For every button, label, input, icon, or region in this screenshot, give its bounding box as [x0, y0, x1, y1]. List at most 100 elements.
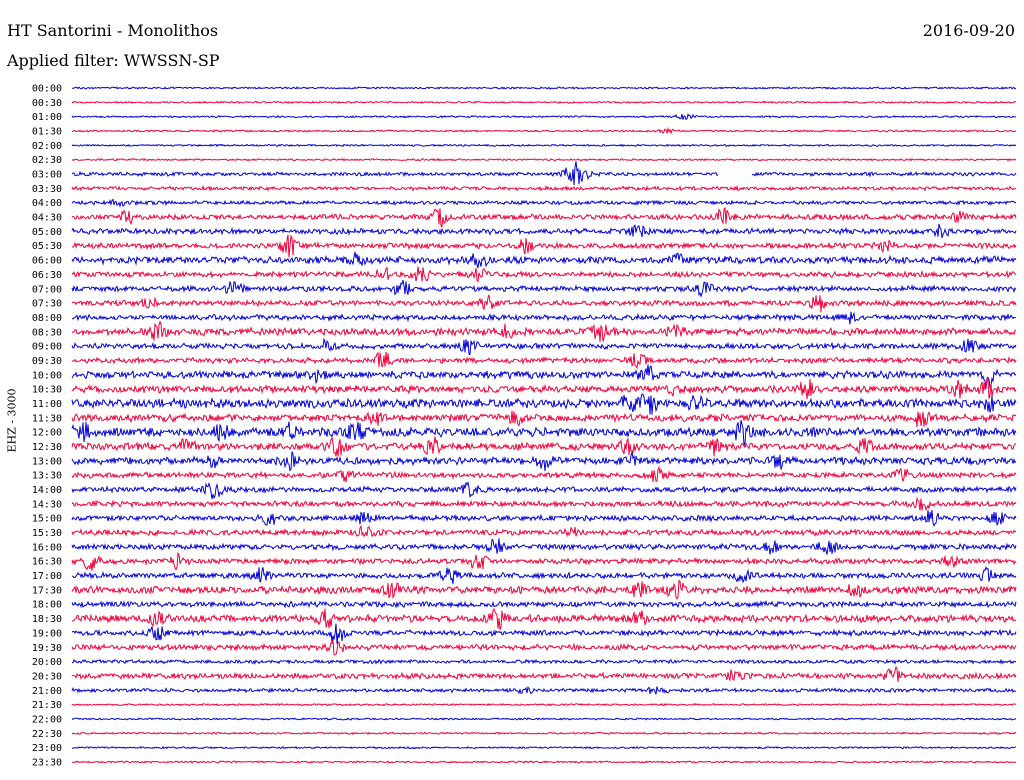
- time-label: 18:30: [32, 614, 62, 625]
- trace-line: [71, 223, 1017, 238]
- trace-line: [71, 393, 1017, 415]
- record-date: 2016-09-20: [922, 21, 1015, 40]
- time-label: 04:30: [32, 213, 62, 224]
- trace-line: [71, 745, 1017, 750]
- time-label: 06:00: [32, 256, 62, 267]
- trace-line: [71, 496, 1017, 512]
- trace-line: [71, 639, 1017, 656]
- time-label: 14:30: [32, 499, 62, 510]
- time-label: 21:30: [32, 700, 62, 711]
- trace-line: [71, 566, 1017, 584]
- trace-line: [71, 311, 1017, 325]
- time-label: 12:00: [32, 428, 62, 439]
- trace-line: [71, 198, 1017, 208]
- time-label: 01:00: [32, 112, 62, 123]
- trace-line: [71, 251, 1017, 269]
- trace-line: [71, 320, 1017, 343]
- time-label: 02:00: [32, 141, 62, 152]
- time-label: 03:30: [32, 184, 62, 195]
- trace-line: [71, 410, 1017, 427]
- time-label: 01:30: [32, 127, 62, 138]
- trace-line: [71, 623, 1017, 644]
- time-label: 13:30: [32, 471, 62, 482]
- time-label: 16:30: [32, 557, 62, 568]
- trace-line: [71, 377, 1017, 399]
- time-label: 14:00: [32, 485, 62, 496]
- trace-line: [71, 294, 1017, 313]
- trace-line: [71, 157, 1017, 162]
- trace-line: [71, 337, 1017, 356]
- trace-line: [71, 184, 1017, 192]
- time-label: 03:00: [32, 170, 62, 181]
- trace-line: [71, 279, 1017, 298]
- time-label: 17:00: [32, 571, 62, 582]
- station-title: HT Santorini - Monolithos: [7, 21, 219, 40]
- trace-line: [71, 161, 1017, 186]
- time-label: 16:00: [32, 542, 62, 553]
- trace-line: [71, 686, 1017, 695]
- trace-line: [71, 731, 1017, 736]
- time-label: 18:00: [32, 600, 62, 611]
- time-label: 02:30: [32, 155, 62, 166]
- trace-line: [71, 717, 1017, 721]
- time-label: 19:30: [32, 643, 62, 654]
- time-label: 15:30: [32, 528, 62, 539]
- time-label: 19:00: [32, 628, 62, 639]
- time-label: 23:00: [32, 743, 62, 754]
- trace-line: [71, 364, 1017, 390]
- time-label: 22:30: [32, 729, 62, 740]
- trace-line: [71, 436, 1017, 457]
- time-label: 17:30: [32, 585, 62, 596]
- time-label: 00:00: [32, 84, 62, 95]
- trace-line: [71, 143, 1017, 148]
- time-label: 13:00: [32, 456, 62, 467]
- time-label: 00:30: [32, 98, 62, 109]
- trace-line: [71, 538, 1017, 555]
- trace-line: [71, 234, 1017, 258]
- trace-line: [71, 579, 1017, 600]
- filter-label: Applied filter: WWSSN-SP: [7, 51, 220, 70]
- time-label: 08:30: [32, 327, 62, 338]
- trace-line: [71, 419, 1017, 447]
- trace-line: [71, 465, 1017, 483]
- trace-line: [71, 113, 1017, 121]
- trace-line: [71, 524, 1017, 538]
- time-label: 10:00: [32, 370, 62, 381]
- trace-line: [71, 658, 1017, 665]
- time-label: 20:00: [32, 657, 62, 668]
- trace-line: [71, 480, 1017, 500]
- trace-line: [71, 509, 1017, 527]
- time-label: 12:30: [32, 442, 62, 453]
- time-label: 05:30: [32, 241, 62, 252]
- time-label: 06:30: [32, 270, 62, 281]
- time-label: 07:00: [32, 284, 62, 295]
- trace-line: [71, 599, 1017, 609]
- trace-line: [71, 100, 1017, 105]
- time-label: 09:00: [32, 342, 62, 353]
- time-label: 05:00: [32, 227, 62, 238]
- trace-line: [71, 266, 1017, 283]
- trace-line: [71, 86, 1017, 90]
- trace-line: [71, 702, 1016, 707]
- time-label: 10:30: [32, 385, 62, 396]
- trace-line: [71, 351, 1017, 370]
- time-label: 09:30: [32, 356, 62, 367]
- trace-line: [71, 207, 1017, 228]
- time-label: 04:00: [32, 198, 62, 209]
- time-label: 20:30: [32, 671, 62, 682]
- time-label: 15:00: [32, 514, 62, 525]
- trace-line: [71, 608, 1017, 631]
- trace-line: [71, 126, 1017, 135]
- trace-line: [71, 665, 1017, 682]
- trace-line: [71, 551, 1017, 571]
- trace-line: [71, 450, 1017, 472]
- time-label: 23:30: [32, 757, 62, 768]
- trace-line: [71, 760, 1017, 764]
- time-label: 22:00: [32, 714, 62, 725]
- time-label: 08:00: [32, 313, 62, 324]
- time-label: 07:30: [32, 299, 62, 310]
- time-label: 21:00: [32, 686, 62, 697]
- time-label: 11:00: [32, 399, 62, 410]
- time-label: 11:30: [32, 413, 62, 424]
